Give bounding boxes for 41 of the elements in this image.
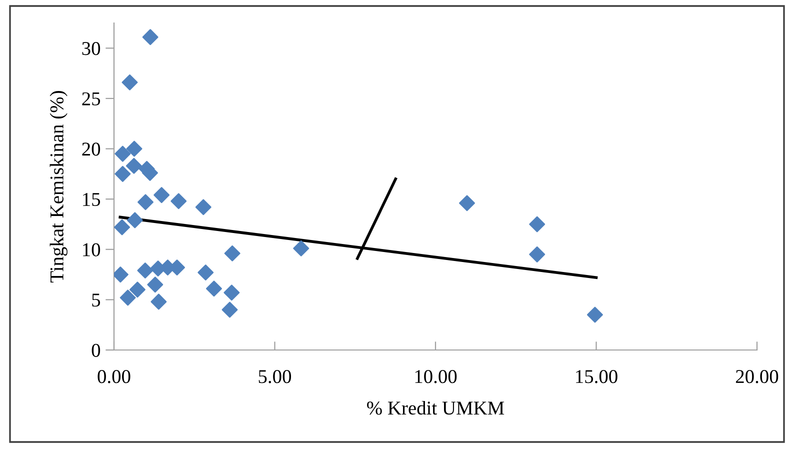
point: [137, 262, 154, 278]
point: [293, 240, 310, 256]
point: [529, 216, 546, 232]
x-tick-label: 0.00: [98, 370, 130, 384]
point: [154, 187, 170, 204]
point: [529, 246, 546, 262]
y-tick-label: 15: [83, 192, 100, 206]
point: [114, 166, 131, 182]
point: [150, 294, 167, 310]
point: [126, 158, 142, 174]
point: [126, 212, 143, 228]
point: [195, 199, 212, 216]
y-tick-label: 10: [83, 243, 100, 256]
x-tick-label: 10.00: [415, 370, 457, 384]
x-axis-title: % Kredit UMKM: [367, 400, 504, 415]
point: [224, 245, 240, 262]
point: [120, 290, 136, 306]
x-tick-label: 20.00: [736, 370, 778, 384]
point: [147, 276, 164, 293]
point: [126, 140, 142, 157]
y-tick-label: 25: [82, 92, 100, 106]
point: [170, 193, 187, 210]
point: [142, 29, 158, 46]
point: [122, 74, 138, 90]
point: [459, 195, 475, 212]
y-tick-label: 0: [92, 344, 100, 357]
y-tick-label: 20: [82, 142, 100, 156]
y-tick-label: 30: [82, 42, 100, 56]
point: [586, 306, 603, 323]
x-tick-label: 5.00: [258, 370, 292, 384]
point: [224, 284, 240, 301]
point: [198, 264, 214, 281]
point: [138, 194, 154, 210]
y-axis-title: Tingkat Kemiskinan (%): [50, 91, 68, 282]
point: [222, 302, 238, 318]
x-tick-label: 15.00: [576, 370, 618, 384]
point: [114, 146, 131, 162]
point: [114, 219, 130, 236]
point: [129, 282, 146, 298]
y-tick-label: 5: [92, 294, 100, 307]
point: [206, 280, 222, 297]
